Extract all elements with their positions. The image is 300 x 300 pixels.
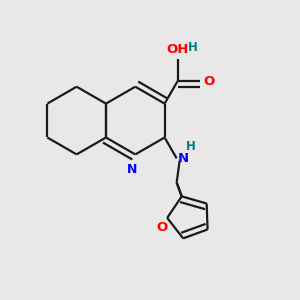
Text: H: H (186, 140, 196, 153)
Text: N: N (178, 152, 189, 165)
Text: O: O (203, 75, 214, 88)
Text: O: O (156, 221, 167, 234)
Text: N: N (127, 163, 137, 176)
Text: OH: OH (167, 43, 189, 56)
Text: H: H (188, 41, 198, 54)
